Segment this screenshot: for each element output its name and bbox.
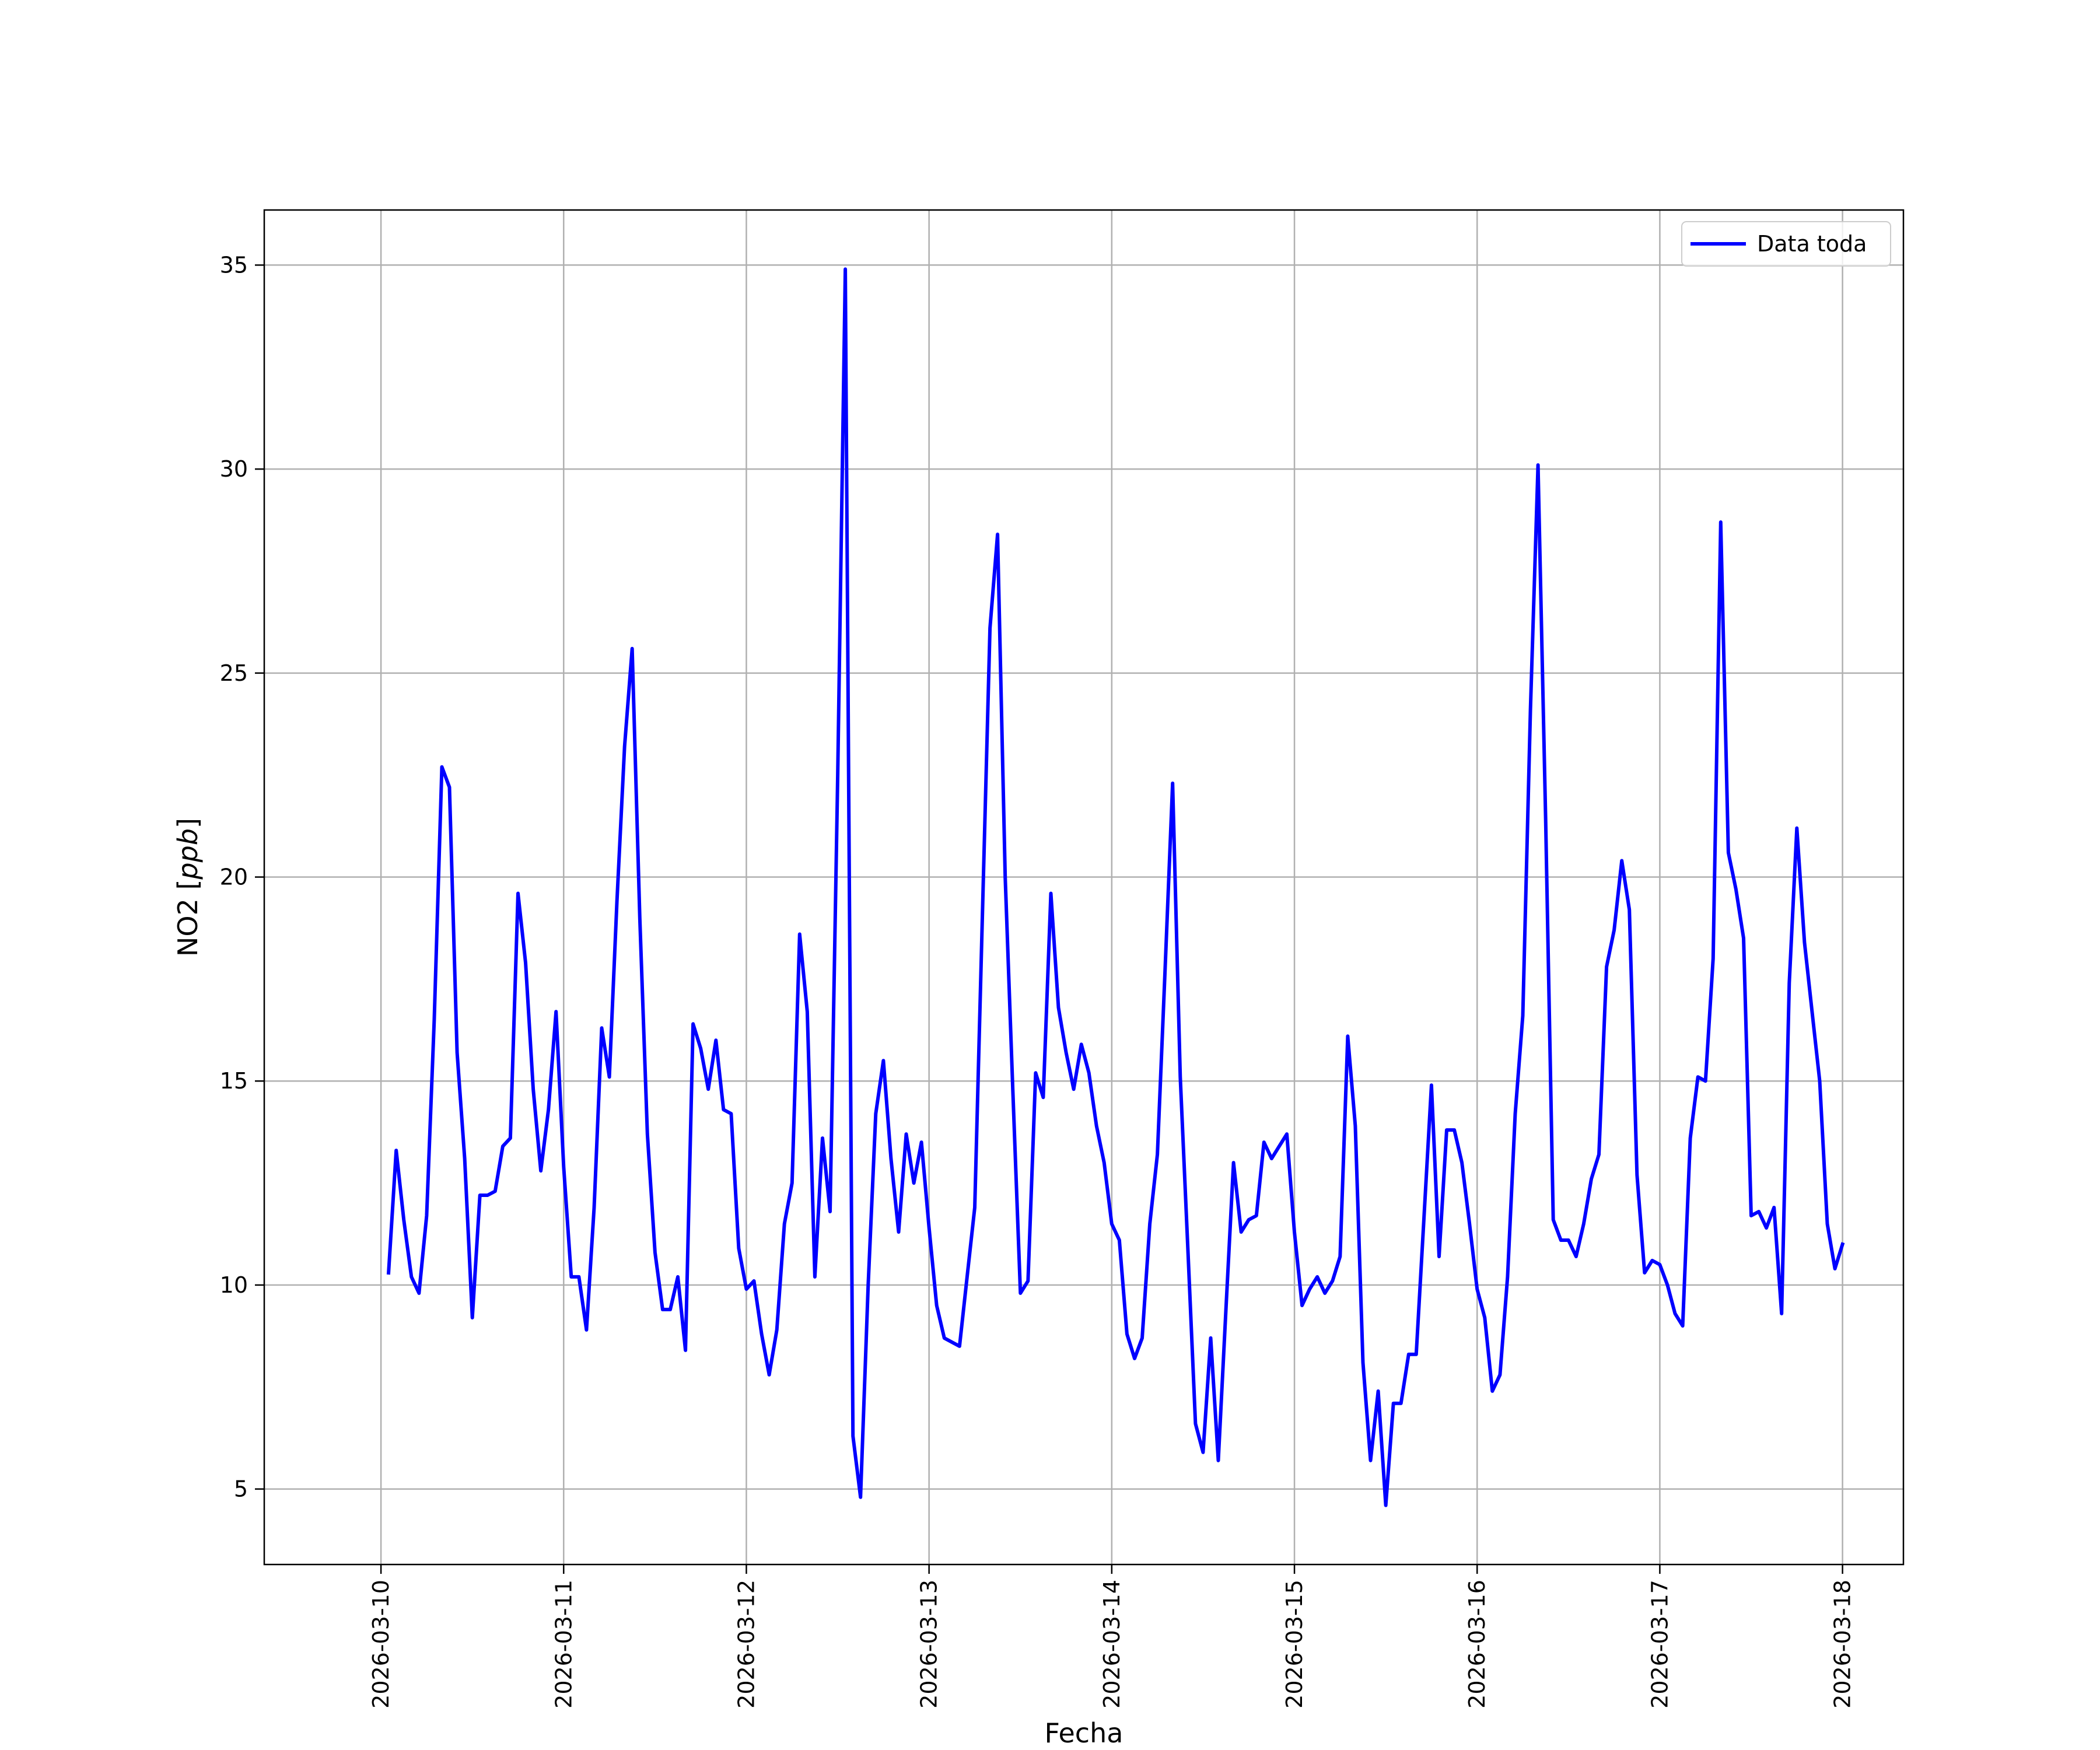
y-axis: 5 10 15 20 25 30 35 xyxy=(220,252,264,1502)
x-tick-label: 2026-03-18 xyxy=(1830,1580,1856,1709)
y-axis-title-prefix: NO2 [ xyxy=(172,880,204,957)
x-axis-title: Fecha xyxy=(1045,1717,1124,1749)
x-tick-label: 2026-03-15 xyxy=(1282,1580,1307,1709)
plot-background xyxy=(264,210,1903,1564)
x-tick-label: 2026-03-11 xyxy=(551,1580,576,1709)
x-tick-label: 2026-03-14 xyxy=(1099,1580,1125,1709)
x-tick-label: 2026-03-13 xyxy=(916,1580,942,1709)
x-tick-label: 2026-03-10 xyxy=(368,1580,394,1709)
y-tick-label: 25 xyxy=(220,660,248,686)
y-axis-title-suffix: ] xyxy=(172,818,204,828)
series-layer xyxy=(386,267,1845,1507)
plot-frame xyxy=(263,209,1905,1566)
x-tick-label: 2026-03-12 xyxy=(733,1580,759,1709)
y-tick-label: 20 xyxy=(220,864,248,890)
y-tick-label: 35 xyxy=(220,252,248,278)
legend: Data toda xyxy=(1681,221,1891,267)
series-line-0 xyxy=(386,267,1845,1507)
y-axis-title-unit: ppb xyxy=(172,828,204,880)
y-tick-label: 15 xyxy=(220,1068,248,1094)
x-tick-label: 2026-03-16 xyxy=(1464,1580,1490,1709)
x-axis: 2026-03-10 2026-03-11 2026-03-12 2026-03-13… xyxy=(368,1564,1856,1709)
legend-box xyxy=(1681,221,1891,267)
grid-lines xyxy=(264,210,1903,1564)
x-tick-label: 2026-03-17 xyxy=(1647,1580,1672,1709)
y-tick-label: 5 xyxy=(234,1476,248,1502)
y-tick-label: 30 xyxy=(220,456,248,482)
legend-label: Data toda xyxy=(1757,231,1867,257)
y-tick-label: 10 xyxy=(220,1272,248,1298)
y-axis-title: NO2 [ppb] xyxy=(172,818,204,957)
